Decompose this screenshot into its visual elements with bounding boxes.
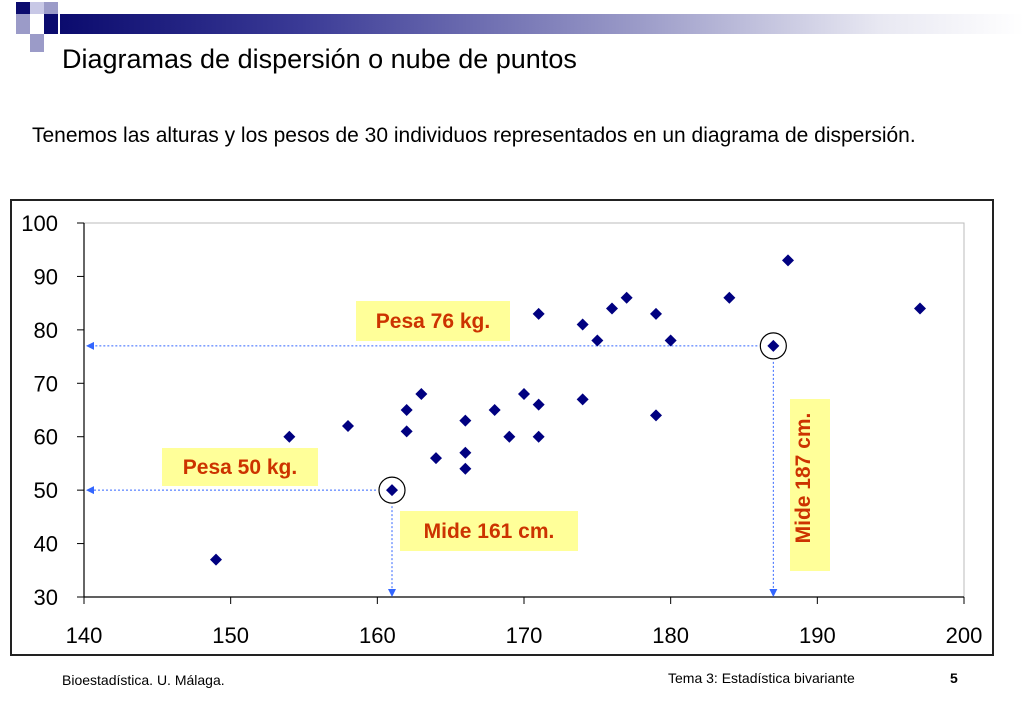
- data-point: [620, 291, 633, 304]
- y-tick-label: 80: [34, 318, 58, 343]
- callout-label: Mide 161 cm.: [424, 520, 555, 543]
- data-point: [459, 462, 472, 475]
- corner-square-5: [30, 34, 44, 52]
- page-number: 5: [950, 670, 958, 686]
- callout-label: Pesa 50 kg.: [183, 456, 297, 479]
- y-tick-label: 40: [34, 532, 58, 557]
- data-point: [342, 420, 354, 433]
- y-tick-label: 50: [34, 478, 58, 503]
- data-point: [518, 387, 530, 400]
- corner-square-4: [16, 14, 30, 34]
- callout-box: [790, 399, 830, 571]
- data-point: [650, 409, 662, 422]
- data-point: [532, 307, 545, 320]
- corner-square-6: [44, 14, 58, 34]
- data-point: [400, 425, 413, 438]
- highlight-circle: [759, 332, 787, 360]
- x-tick-label: 150: [212, 623, 249, 648]
- callout-box: [162, 448, 318, 486]
- data-point: [576, 318, 589, 331]
- slide-title: Diagramas de dispersión o nube de puntos: [62, 44, 577, 74]
- data-point: [283, 430, 296, 443]
- data-point: [459, 414, 472, 427]
- data-point: [532, 430, 545, 443]
- x-tick-label: 160: [359, 623, 396, 648]
- corner-square-3: [44, 2, 58, 14]
- data-point: [415, 387, 428, 400]
- data-point: [723, 291, 736, 304]
- footer-right: Tema 3: Estadística bivariante: [668, 670, 855, 686]
- y-tick-label: 30: [34, 585, 58, 610]
- highlight-circle: [378, 476, 406, 504]
- intro-text: Tenemos las alturas y los pesos de 30 in…: [32, 124, 916, 147]
- data-point: [488, 404, 501, 416]
- data-point: [430, 452, 442, 465]
- data-point: [459, 446, 472, 459]
- data-point: [591, 334, 604, 347]
- corner-square-1: [16, 2, 30, 14]
- data-point: [914, 302, 926, 315]
- y-tick-label: 100: [21, 211, 58, 236]
- data-point: [650, 307, 662, 320]
- data-point: [606, 302, 618, 315]
- callout-label: Mide 187 cm.: [792, 413, 815, 544]
- callout-box: [356, 301, 510, 341]
- data-point: [576, 393, 589, 406]
- y-tick-label: 90: [34, 264, 58, 289]
- x-tick-label: 170: [506, 623, 543, 648]
- footer-left: Bioestadística. U. Málaga.: [62, 672, 225, 688]
- data-point: [664, 334, 677, 347]
- x-tick-label: 190: [799, 623, 836, 648]
- x-tick-label: 180: [652, 623, 689, 648]
- data-point: [532, 398, 545, 411]
- y-tick-label: 60: [34, 425, 58, 450]
- callout-box: [400, 511, 578, 551]
- data-point: [400, 404, 413, 416]
- x-tick-label: 200: [946, 623, 983, 648]
- data-point: [782, 254, 794, 267]
- data-point: [210, 553, 222, 566]
- x-tick-label: 140: [66, 623, 103, 648]
- corner-square-2: [30, 2, 44, 14]
- chart-frame: 30 40 50 60 70 80 90 100 140 150 160 170 180 190 200 Pe…: [10, 199, 994, 656]
- data-point: [386, 484, 398, 497]
- data-point: [767, 339, 780, 352]
- y-tick-label: 70: [34, 371, 58, 396]
- callout-label: Pesa 76 kg.: [376, 310, 490, 333]
- data-point: [503, 430, 516, 443]
- scatter-chart: 30 40 50 60 70 80 90 100 140 150 160 170 180 190 200 Pe…: [21, 211, 983, 648]
- header-gradient-bar: [60, 14, 1024, 34]
